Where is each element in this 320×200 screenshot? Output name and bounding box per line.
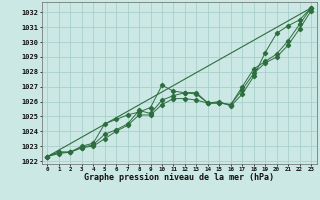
X-axis label: Graphe pression niveau de la mer (hPa): Graphe pression niveau de la mer (hPa) [84,173,274,182]
